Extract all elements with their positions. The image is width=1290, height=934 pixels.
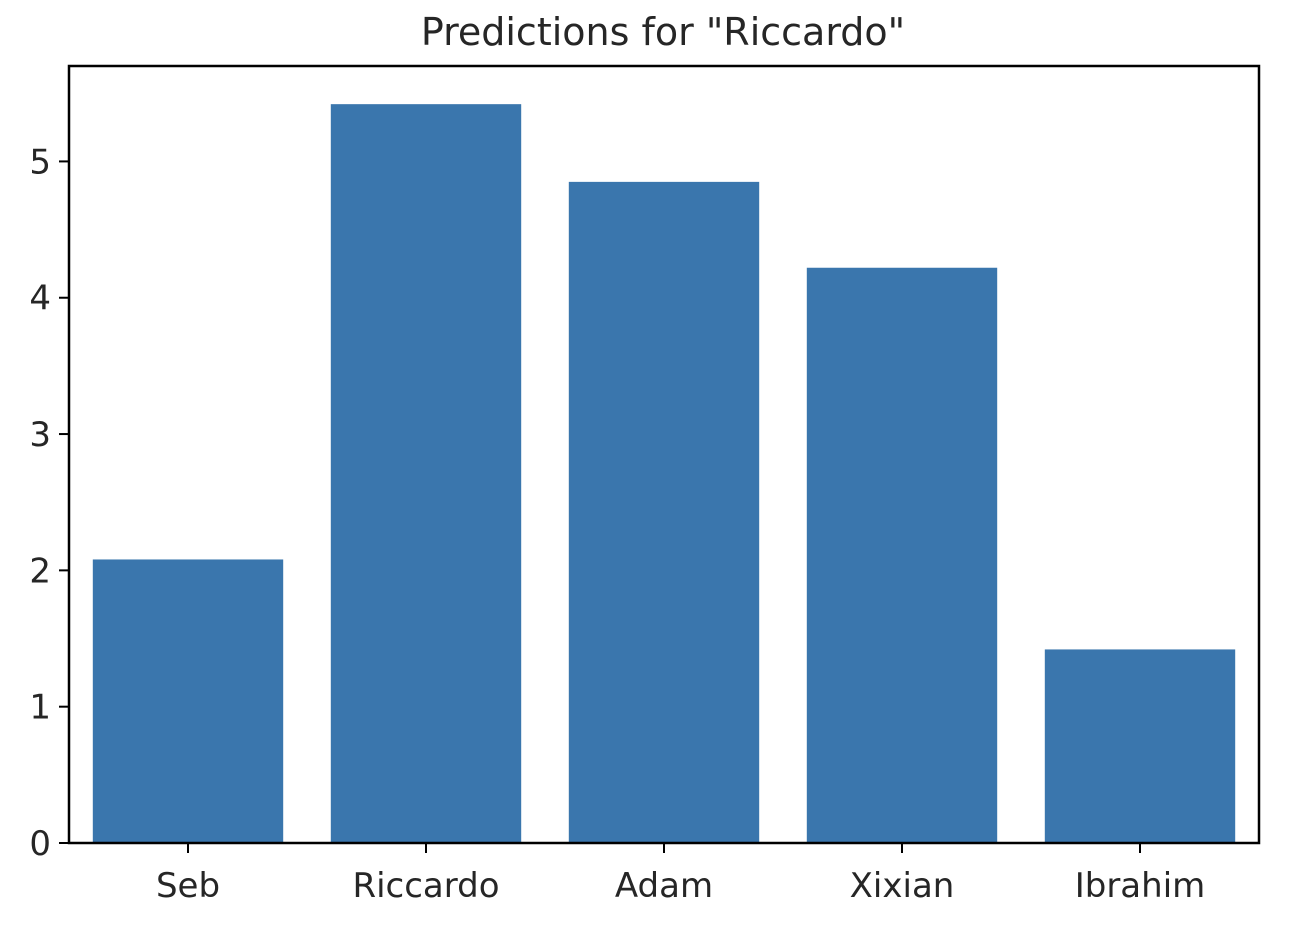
plot-frame [67,64,1261,845]
bars-group [92,104,1236,844]
y-axis: 0 1 2 3 4 5 [29,142,69,864]
y-tick-label: 0 [29,824,51,864]
y-tick-label: 1 [29,688,51,728]
y-tick-label: 5 [29,142,51,182]
x-tick-label: Adam [615,866,713,906]
bar-adam [568,181,760,844]
x-tick-label: Riccardo [352,866,499,906]
bar-ibrahim [1044,649,1236,843]
bar-seb [92,559,284,843]
y-tick-label: 2 [29,551,51,591]
x-tick-label: Xixian [850,866,955,906]
x-tick-label: Seb [156,866,220,906]
bar-xixian [806,267,998,843]
y-tick-label: 4 [29,279,51,319]
x-tick-label: Ibrahim [1075,866,1206,906]
bar-riccardo [330,104,522,844]
y-tick-label: 3 [29,415,51,455]
x-axis: Seb Riccardo Adam Xixian Ibrahim [156,843,1205,906]
chart-title: Predictions for "Riccardo" [421,10,905,54]
